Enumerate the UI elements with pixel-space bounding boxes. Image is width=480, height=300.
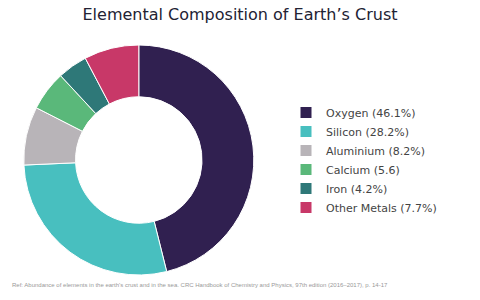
svg-text:Elemental Composition of Earth: Elemental Composition of Earth’s Crust xyxy=(82,5,397,24)
svg-text:Other Metals (7.7%): Other Metals (7.7%) xyxy=(326,202,437,215)
svg-text:Iron (4.2%): Iron (4.2%) xyxy=(326,183,387,196)
svg-text:Ref: Abundance of elements in: Ref: Abundance of elements in the earth'… xyxy=(12,282,388,288)
svg-text:Silicon (28.2%): Silicon (28.2%) xyxy=(326,126,409,139)
svg-text:Calcium (5.6): Calcium (5.6) xyxy=(326,164,400,177)
svg-text:Oxygen (46.1%): Oxygen (46.1%) xyxy=(326,107,415,120)
svg-text:Aluminium (8.2%): Aluminium (8.2%) xyxy=(326,145,425,158)
